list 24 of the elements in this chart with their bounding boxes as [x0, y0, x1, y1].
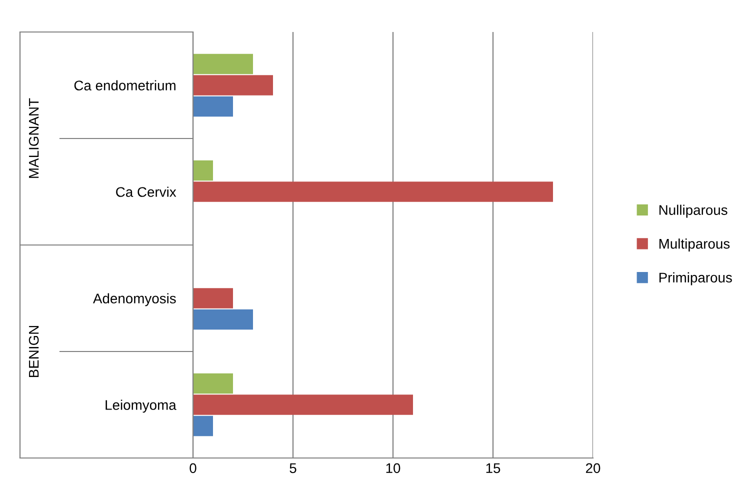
text: MALIGNANT	[28, 98, 39, 178]
x-tick-label: 0	[190, 463, 196, 474]
legend-label: Nulliparous	[659, 204, 728, 218]
bar	[193, 373, 233, 394]
bar	[193, 160, 213, 181]
legend-label: Multiparous	[659, 238, 730, 252]
legend-label: Primiparous	[659, 272, 732, 286]
x-tick-label: 20	[586, 463, 600, 474]
bar	[193, 288, 233, 308]
y-tick-label: Leiomyoma	[106, 400, 176, 413]
bar	[193, 394, 413, 415]
bar	[193, 75, 273, 96]
y-tick-label: Ca Cervix	[116, 186, 176, 197]
y-tick-label: Adenomyosis	[92, 293, 176, 306]
x-tick-label: 10	[386, 463, 400, 474]
x-tick-label: 15	[486, 463, 500, 474]
bar	[193, 96, 233, 117]
y-tick-label: Ca endometrium	[74, 80, 176, 90]
bar	[193, 416, 213, 436]
bar	[193, 309, 253, 330]
bar	[193, 182, 553, 202]
x-tick-label: 5	[290, 463, 296, 474]
bar	[193, 54, 253, 74]
text: BENIGN	[28, 326, 39, 377]
